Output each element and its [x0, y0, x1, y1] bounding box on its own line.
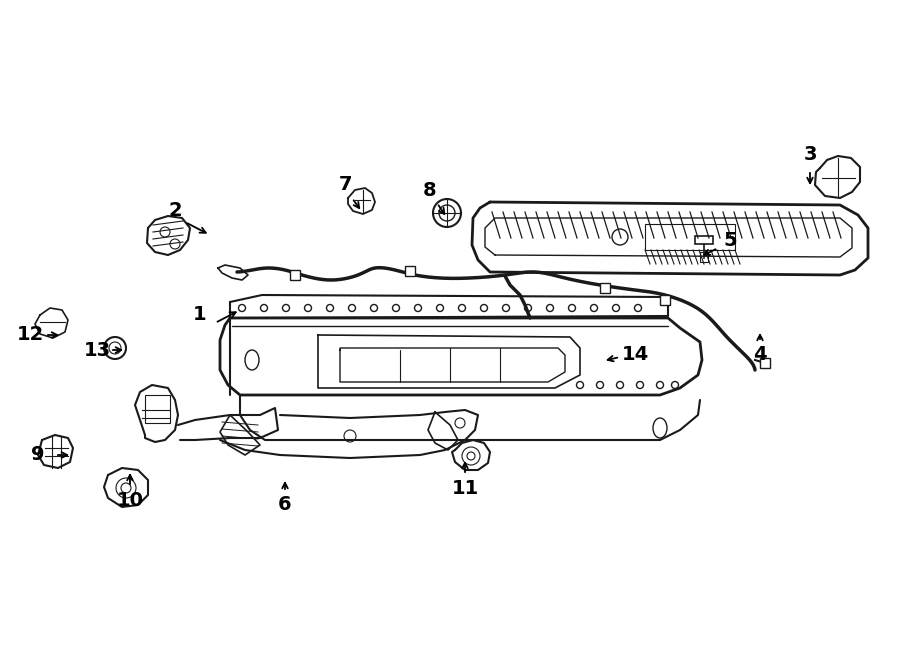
Bar [405, 266, 415, 276]
Text: 8: 8 [423, 180, 436, 200]
Text: 12: 12 [16, 325, 43, 344]
Text: 10: 10 [116, 490, 143, 510]
Bar [660, 295, 670, 305]
Bar [645, 224, 735, 250]
Text: 7: 7 [338, 176, 352, 194]
Text: 6: 6 [278, 496, 292, 514]
Text: 1: 1 [194, 305, 207, 325]
Text: 4: 4 [753, 346, 767, 364]
Text: 11: 11 [452, 479, 479, 498]
Text: 14: 14 [621, 346, 649, 364]
Bar [145, 395, 170, 423]
Bar [695, 236, 713, 244]
Text: 3: 3 [803, 145, 817, 165]
Bar [600, 283, 610, 293]
Text: 13: 13 [84, 340, 111, 360]
Bar [700, 252, 708, 262]
Text: 5: 5 [724, 231, 737, 249]
Bar [760, 358, 770, 368]
Text: 9: 9 [32, 446, 45, 465]
Bar [290, 270, 300, 280]
Text: 2: 2 [168, 200, 182, 219]
